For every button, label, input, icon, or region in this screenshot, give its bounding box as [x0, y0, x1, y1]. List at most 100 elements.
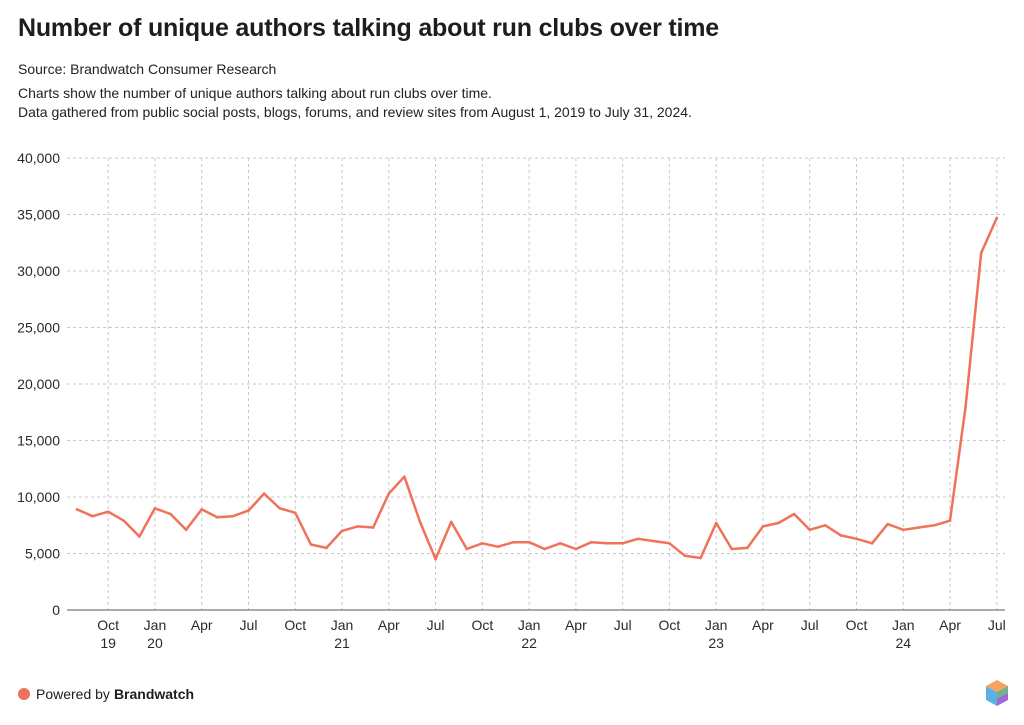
description-line-2: Data gathered from public social posts, … — [18, 104, 692, 120]
data-point — [995, 216, 999, 220]
data-point — [590, 540, 593, 544]
data-point — [309, 543, 313, 546]
data-point — [387, 492, 391, 495]
data-point — [512, 540, 515, 544]
x-tick-month: Jul — [427, 617, 445, 633]
data-point — [964, 405, 967, 408]
data-point — [434, 557, 437, 561]
source-note: Source: Brandwatch Consumer Research — [18, 61, 277, 77]
x-tick-month: Jul — [988, 617, 1006, 633]
x-tick-month: Jul — [614, 617, 632, 633]
x-tick-month: Jan — [892, 617, 915, 633]
data-point — [122, 519, 126, 523]
data-point — [558, 542, 562, 545]
data-point — [340, 529, 344, 533]
data-point — [262, 492, 266, 495]
data-point — [808, 528, 812, 532]
y-tick-label: 10,000 — [17, 489, 60, 505]
x-tick-month: Jan — [144, 617, 167, 633]
description-line-1: Charts show the number of unique authors… — [18, 85, 492, 101]
x-tick-year: 24 — [895, 635, 911, 651]
x-tick-month: Apr — [378, 617, 400, 633]
x-tick-month: Jul — [801, 617, 819, 633]
brand-dot-icon — [18, 688, 30, 700]
data-point — [824, 523, 827, 527]
y-tick-label: 15,000 — [17, 433, 60, 449]
data-point — [699, 556, 702, 560]
y-tick-label: 25,000 — [17, 320, 60, 336]
data-point — [839, 534, 843, 537]
x-tick-month: Jan — [331, 617, 354, 633]
x-tick-month: Jan — [518, 617, 541, 633]
brand-name: Brandwatch — [113, 686, 195, 702]
data-point — [153, 507, 157, 510]
data-point — [870, 542, 874, 545]
data-point — [543, 547, 546, 551]
x-tick-month: Oct — [471, 617, 493, 633]
data-point — [777, 521, 780, 525]
data-point — [979, 251, 983, 255]
x-tick-month: Oct — [97, 617, 119, 633]
grid-lines — [67, 157, 1005, 610]
x-tick-month: Apr — [565, 617, 587, 633]
x-tick-month: Jul — [240, 617, 258, 633]
data-point — [901, 528, 905, 532]
y-tick-label: 20,000 — [17, 376, 60, 392]
x-tick-year: 23 — [708, 635, 724, 651]
x-tick-year: 19 — [100, 635, 116, 651]
chart-description: Charts show the number of unique authors… — [18, 84, 692, 122]
data-point — [730, 547, 734, 551]
x-tick-year: 21 — [334, 635, 350, 651]
data-point — [356, 525, 359, 528]
x-tick-month: Apr — [752, 617, 774, 633]
x-tick-year: 20 — [147, 635, 163, 651]
x-tick-month: Oct — [846, 617, 868, 633]
y-axis: 0 5,000 10,000 15,000 20,000 25,000 30,000 35,0… — [17, 150, 60, 618]
x-tick-month: Apr — [191, 617, 213, 633]
data-point — [792, 512, 796, 516]
data-point — [886, 522, 889, 526]
powered-by-label: Powered by — [36, 686, 110, 702]
data-point — [496, 545, 500, 549]
data-point — [948, 519, 952, 523]
data-point — [621, 542, 624, 545]
data-point — [668, 542, 671, 545]
series-layer — [75, 216, 999, 561]
x-tick-year: 22 — [521, 635, 537, 651]
data-point — [184, 528, 188, 532]
data-point — [465, 547, 469, 551]
data-point — [403, 475, 406, 478]
data-point — [325, 546, 328, 550]
data-point — [761, 525, 765, 528]
x-tick-month: Oct — [659, 617, 681, 633]
data-point — [91, 514, 94, 518]
data-point — [418, 520, 422, 524]
data-point — [605, 542, 609, 545]
data-point — [231, 514, 235, 518]
y-tick-label: 35,000 — [17, 207, 60, 223]
data-point — [371, 526, 375, 529]
series-line — [75, 216, 999, 561]
data-point — [449, 520, 453, 524]
powered-by: Powered by Brandwatch — [18, 686, 194, 702]
data-point — [75, 508, 79, 511]
data-point — [247, 509, 250, 512]
data-point — [138, 535, 141, 538]
data-point — [683, 554, 687, 558]
data-point — [216, 516, 219, 519]
data-point — [481, 542, 484, 545]
data-point — [106, 510, 110, 513]
data-point — [293, 511, 297, 515]
data-point — [855, 537, 858, 541]
data-point — [574, 547, 578, 551]
y-tick-label: 30,000 — [17, 263, 60, 279]
y-tick-label: 0 — [52, 602, 60, 618]
x-tick-month: Oct — [284, 617, 306, 633]
chart-title: Number of unique authors talking about r… — [18, 14, 719, 42]
x-tick-month: Jan — [705, 617, 728, 633]
data-point — [169, 512, 172, 516]
data-point — [746, 546, 749, 550]
x-tick-month: Apr — [939, 617, 961, 633]
data-point — [917, 526, 921, 529]
